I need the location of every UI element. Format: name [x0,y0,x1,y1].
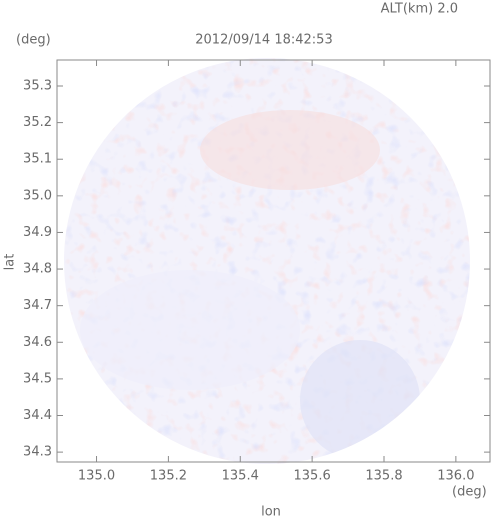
y-tick-label: 35.0 [23,188,52,203]
y-tick-label: 34.6 [23,335,52,350]
x-tick-label: 136.0 [437,469,474,484]
y-tick-label: 34.3 [23,445,52,460]
y-tick-label: 34.9 [23,225,52,240]
chart-title: 2012/09/14 18:42:53 [195,33,332,48]
y-unit: (deg) [16,33,51,48]
x-tick-label: 135.8 [365,469,402,484]
plot-frame [56,59,491,463]
y-tick-label: 35.3 [23,78,52,93]
y-tick-label: 35.2 [23,115,52,130]
y-tick-label: 35.1 [23,152,52,167]
subtitle: ALT(km) 2.0 [381,2,458,17]
y-axis-label: lat [3,254,18,271]
x-tick-label: 135.4 [222,469,259,484]
y-tick-label: 34.5 [23,371,52,386]
radar-field [64,58,470,464]
y-tick-label: 34.4 [23,408,52,423]
y-tick-label: 34.7 [23,298,52,313]
x-tick-label: 135.6 [294,469,331,484]
x-tick-label: 135.2 [150,469,187,484]
x-unit: (deg) [452,485,487,500]
x-axis-label: lon [261,505,281,520]
y-tick-label: 34.8 [23,262,52,277]
x-tick-label: 135.0 [78,469,115,484]
